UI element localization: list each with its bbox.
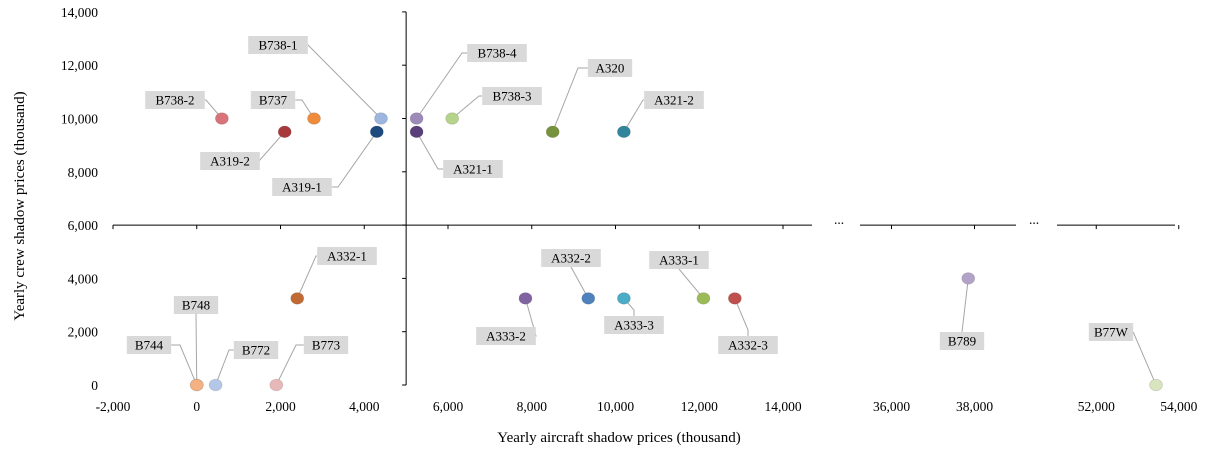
leader-line: [276, 345, 303, 385]
y-axis-title: Yearly crew shadow prices (thousand): [12, 91, 28, 320]
point-label: B737: [259, 93, 288, 108]
point-label: B789: [948, 334, 976, 349]
data-point-b738-4: [410, 113, 423, 125]
point-label: B738-3: [493, 89, 532, 104]
leader-line: [1133, 332, 1156, 385]
point-label: A332-1: [327, 249, 367, 264]
data-point-a320: [546, 126, 559, 138]
point-label: A319-1: [282, 180, 322, 195]
data-point-a333-3: [617, 293, 630, 305]
data-point-a332-2: [582, 293, 595, 305]
point-label: B744: [135, 338, 164, 353]
point-label: B738-2: [156, 93, 195, 108]
data-point-a332-3: [728, 293, 741, 305]
axis-break-marker: ...: [834, 212, 844, 227]
leader-line: [171, 345, 197, 385]
point-label: A332-3: [728, 338, 768, 353]
point-label: A321-2: [654, 93, 694, 108]
point-label: A333-1: [659, 253, 699, 268]
y-tick-label: 14,000: [61, 5, 98, 20]
data-point-b772: [209, 379, 222, 391]
data-point-b738-1: [375, 113, 388, 125]
data-point-a333-2: [519, 293, 532, 305]
data-point-b738-2: [215, 113, 228, 125]
x-tick-label: 0: [193, 399, 200, 414]
data-point-a321-2: [617, 126, 630, 138]
point-labels: B738-2 B737 B738-1 A319-2 A319-1 B738-4 A321-1…: [127, 36, 1133, 359]
point-label: B772: [242, 343, 270, 358]
x-tick-label: 36,000: [873, 399, 910, 414]
data-point-b748: [190, 379, 203, 391]
point-label: B738-4: [478, 46, 518, 61]
point-label: A333-2: [486, 329, 526, 344]
point-label: A319-2: [210, 154, 250, 169]
point-label: A320: [596, 61, 625, 76]
x-tick-label: 54,000: [1160, 399, 1197, 414]
leader-line: [417, 132, 444, 169]
point-label: B738-1: [259, 38, 298, 53]
data-point-a319-1: [370, 126, 383, 138]
point-label: A333-3: [614, 318, 654, 333]
point-label: B748: [182, 298, 210, 313]
y-tick-label: 12,000: [61, 58, 98, 73]
x-tick-label: -2,000: [96, 399, 131, 414]
x-tick-label: 6,000: [433, 399, 464, 414]
data-point-b738-3: [446, 113, 459, 125]
y-tick-label: 2,000: [68, 325, 99, 340]
y-tick-label: 6,000: [68, 218, 99, 233]
leader-line: [297, 256, 317, 298]
x-tick-label: 10,000: [597, 399, 634, 414]
point-label: B773: [312, 338, 340, 353]
x-tick-label: 12,000: [681, 399, 718, 414]
data-point-a319-2: [278, 126, 291, 138]
data-point-b789: [962, 273, 975, 285]
data-point-b773: [270, 379, 283, 391]
x-tick-label: 52,000: [1078, 399, 1115, 414]
leader-line: [553, 68, 588, 132]
data-point-b737: [308, 113, 321, 125]
x-tick-label: 2,000: [265, 399, 296, 414]
data-point-a321-1: [410, 126, 423, 138]
leader-line: [196, 314, 197, 385]
leader-line: [332, 132, 377, 187]
leader-line: [962, 278, 968, 332]
x-axis-title: Yearly aircraft shadow prices (thousand): [497, 430, 740, 446]
axis-break-marker: ...: [1029, 212, 1039, 227]
point-label: A332-2: [551, 251, 591, 266]
data-point-b77w: [1150, 379, 1163, 391]
point-label: B77W: [1094, 325, 1129, 340]
x-tick-label: 14,000: [764, 399, 801, 414]
y-tick-label: 0: [91, 378, 98, 393]
data-point-a332-1: [291, 293, 304, 305]
x-tick-label: 4,000: [349, 399, 380, 414]
leader-line: [417, 53, 468, 119]
leader-line: [308, 45, 381, 119]
x-tick-label: 8,000: [517, 399, 548, 414]
y-tick-label: 4,000: [68, 271, 99, 286]
point-label: A321-1: [453, 162, 493, 177]
data-point-a333-1: [697, 293, 710, 305]
y-tick-label: 10,000: [61, 112, 98, 127]
y-tick-label: 8,000: [68, 165, 99, 180]
x-tick-label: 38,000: [956, 399, 993, 414]
